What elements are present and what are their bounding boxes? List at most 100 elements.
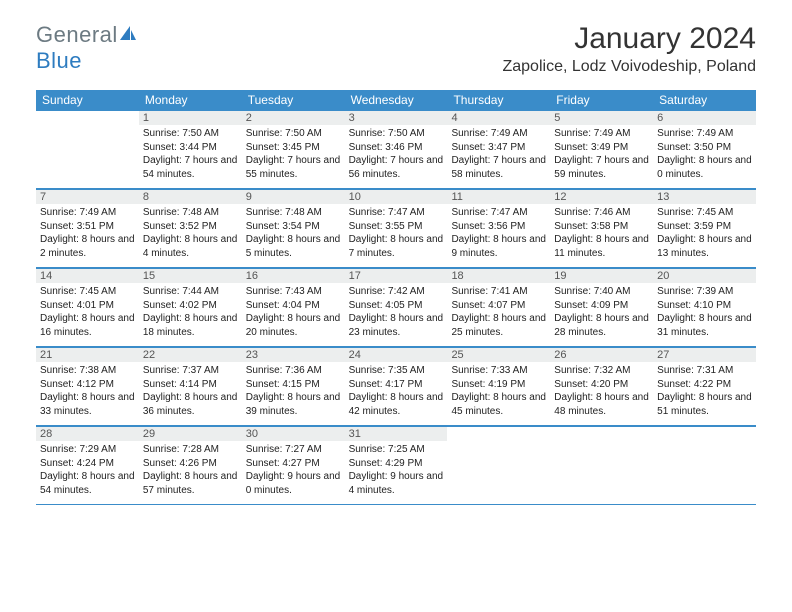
sunrise-text: Sunrise: 7:46 AM (554, 206, 649, 220)
daylight-text: Daylight: 7 hours and 54 minutes. (143, 154, 238, 181)
sunset-text: Sunset: 4:15 PM (246, 378, 341, 392)
day-number: 8 (139, 190, 242, 204)
day-number: 20 (653, 269, 756, 283)
brand-text: GeneralBlue (36, 22, 138, 74)
dow-cell: Saturday (653, 90, 756, 110)
brand-part2: Blue (36, 48, 82, 73)
sunset-text: Sunset: 4:12 PM (40, 378, 135, 392)
sunrise-text: Sunrise: 7:45 AM (40, 285, 135, 299)
daylight-text: Daylight: 8 hours and 42 minutes. (349, 391, 444, 418)
sail-icon (118, 22, 138, 48)
sunrise-text: Sunrise: 7:31 AM (657, 364, 752, 378)
day-cell: 26 Sunrise: 7:32 AMSunset: 4:20 PMDayligh… (550, 347, 653, 425)
day-body: Sunrise: 7:28 AMSunset: 4:26 PMDaylight:… (143, 443, 238, 497)
day-cell: 30Sunrise: 7:27 AMSunset: 4:27 PMDayligh… (242, 426, 345, 504)
day-cell: 7Sunrise: 7:49 AMSunset: 3:51 PMDaylight… (36, 189, 139, 267)
day-number: 16 (242, 269, 345, 283)
day-cell: 9Sunrise: 7:48 AMSunset: 3:54 PMDaylight… (242, 189, 345, 267)
title-block: January 2024 Zapolice, Lodz Voivodeship,… (502, 22, 756, 76)
dow-cell: Monday (139, 90, 242, 110)
sunrise-text: Sunrise: 7:48 AM (143, 206, 238, 220)
day-body: Sunrise: 7:50 AMSunset: 3:44 PMDaylight:… (143, 127, 238, 181)
day-number: 10 (345, 190, 448, 204)
sunrise-text: Sunrise: 7:49 AM (451, 127, 546, 141)
sunrise-text: Sunrise: 7:28 AM (143, 443, 238, 457)
day-body: Sunrise: 7:29 AMSunset: 4:24 PMDaylight:… (40, 443, 135, 497)
sunset-text: Sunset: 3:49 PM (554, 141, 649, 155)
sunrise-text: Sunrise: 7:47 AM (349, 206, 444, 220)
sunrise-text: Sunrise: 7:49 AM (40, 206, 135, 220)
day-cell: 29 Sunrise: 7:28 AMSunset: 4:26 PMDayligh… (139, 426, 242, 504)
day-number: 27 (653, 348, 756, 362)
daylight-text: Daylight: 8 hours and 2 minutes. (40, 233, 135, 260)
daylight-text: Daylight: 8 hours and 31 minutes. (657, 312, 752, 339)
day-cell: 17Sunrise: 7:42 AMSunset: 4:05 PMDayligh… (345, 268, 448, 346)
dow-cell: Thursday (447, 90, 550, 110)
day-number: 4 (447, 111, 550, 125)
sunset-text: Sunset: 3:54 PM (246, 220, 341, 234)
daylight-text: Daylight: 8 hours and 9 minutes. (451, 233, 546, 260)
day-number: 2 (242, 111, 345, 125)
day-cell: 24Sunrise: 7:35 AMSunset: 4:17 PMDayligh… (345, 347, 448, 425)
day-cell: 23 Sunrise: 7:36 AMSunset: 4:15 PMDayligh… (242, 347, 345, 425)
sunrise-text: Sunrise: 7:36 AM (246, 364, 341, 378)
sunrise-text: Sunrise: 7:49 AM (554, 127, 649, 141)
day-cell: 27Sunrise: 7:31 AMSunset: 4:22 PMDayligh… (653, 347, 756, 425)
sunrise-text: Sunrise: 7:29 AM (40, 443, 135, 457)
day-body: Sunrise: 7:39 AMSunset: 4:10 PMDaylight:… (657, 285, 752, 339)
daylight-text: Daylight: 8 hours and 5 minutes. (246, 233, 341, 260)
day-number: 29 (139, 427, 242, 441)
sunset-text: Sunset: 3:58 PM (554, 220, 649, 234)
daylight-text: Daylight: 8 hours and 39 minutes. (246, 391, 341, 418)
sunrise-text: Sunrise: 7:50 AM (349, 127, 444, 141)
day-body: Sunrise: 7:38 AMSunset: 4:12 PMDaylight:… (40, 364, 135, 418)
sunset-text: Sunset: 3:56 PM (451, 220, 546, 234)
day-cell: 18Sunrise: 7:41 AMSunset: 4:07 PMDayligh… (447, 268, 550, 346)
day-cell: 5Sunrise: 7:49 AMSunset: 3:49 PMDaylight… (550, 110, 653, 188)
sunset-text: Sunset: 3:52 PM (143, 220, 238, 234)
calendar-grid: SundayMondayTuesdayWednesdayThursdayFrid… (36, 90, 756, 505)
day-cell: 15Sunrise: 7:44 AMSunset: 4:02 PMDayligh… (139, 268, 242, 346)
sunrise-text: Sunrise: 7:47 AM (451, 206, 546, 220)
daylight-text: Daylight: 8 hours and 54 minutes. (40, 470, 135, 497)
day-number: 26 (550, 348, 653, 362)
day-body: Sunrise: 7:46 AMSunset: 3:58 PMDaylight:… (554, 206, 649, 260)
day-body: Sunrise: 7:47 AMSunset: 3:56 PMDaylight:… (451, 206, 546, 260)
sunset-text: Sunset: 3:44 PM (143, 141, 238, 155)
day-body: Sunrise: 7:36 AMSunset: 4:15 PMDaylight:… (246, 364, 341, 418)
day-body: Sunrise: 7:45 AMSunset: 4:01 PMDaylight:… (40, 285, 135, 339)
sunset-text: Sunset: 4:01 PM (40, 299, 135, 313)
sunrise-text: Sunrise: 7:44 AM (143, 285, 238, 299)
daylight-text: Daylight: 7 hours and 58 minutes. (451, 154, 546, 181)
sunset-text: Sunset: 4:14 PM (143, 378, 238, 392)
daylight-text: Daylight: 8 hours and 20 minutes. (246, 312, 341, 339)
daylight-text: Daylight: 8 hours and 48 minutes. (554, 391, 649, 418)
sunset-text: Sunset: 4:20 PM (554, 378, 649, 392)
day-body: Sunrise: 7:42 AMSunset: 4:05 PMDaylight:… (349, 285, 444, 339)
sunset-text: Sunset: 3:59 PM (657, 220, 752, 234)
day-number: 9 (242, 190, 345, 204)
week-row: 1Sunrise: 7:50 AMSunset: 3:44 PMDaylight… (36, 110, 756, 189)
day-number: 28 (36, 427, 139, 441)
sunrise-text: Sunrise: 7:33 AM (451, 364, 546, 378)
day-cell: 3Sunrise: 7:50 AMSunset: 3:46 PMDaylight… (345, 110, 448, 188)
daylight-text: Daylight: 8 hours and 18 minutes. (143, 312, 238, 339)
day-cell: 6Sunrise: 7:49 AMSunset: 3:50 PMDaylight… (653, 110, 756, 188)
daylight-text: Daylight: 8 hours and 36 minutes. (143, 391, 238, 418)
day-body: Sunrise: 7:35 AMSunset: 4:17 PMDaylight:… (349, 364, 444, 418)
day-cell: 1Sunrise: 7:50 AMSunset: 3:44 PMDaylight… (139, 110, 242, 188)
day-cell: 13Sunrise: 7:45 AMSunset: 3:59 PMDayligh… (653, 189, 756, 267)
day-cell: 19Sunrise: 7:40 AMSunset: 4:09 PMDayligh… (550, 268, 653, 346)
sunset-text: Sunset: 4:10 PM (657, 299, 752, 313)
sunset-text: Sunset: 3:45 PM (246, 141, 341, 155)
sunset-text: Sunset: 4:19 PM (451, 378, 546, 392)
sunrise-text: Sunrise: 7:41 AM (451, 285, 546, 299)
sunrise-text: Sunrise: 7:32 AM (554, 364, 649, 378)
sunset-text: Sunset: 4:09 PM (554, 299, 649, 313)
day-number: 23 (242, 348, 345, 362)
empty-cell (447, 426, 550, 504)
day-body: Sunrise: 7:45 AMSunset: 3:59 PMDaylight:… (657, 206, 752, 260)
day-number: 31 (345, 427, 448, 441)
daylight-text: Daylight: 8 hours and 57 minutes. (143, 470, 238, 497)
sunrise-text: Sunrise: 7:45 AM (657, 206, 752, 220)
